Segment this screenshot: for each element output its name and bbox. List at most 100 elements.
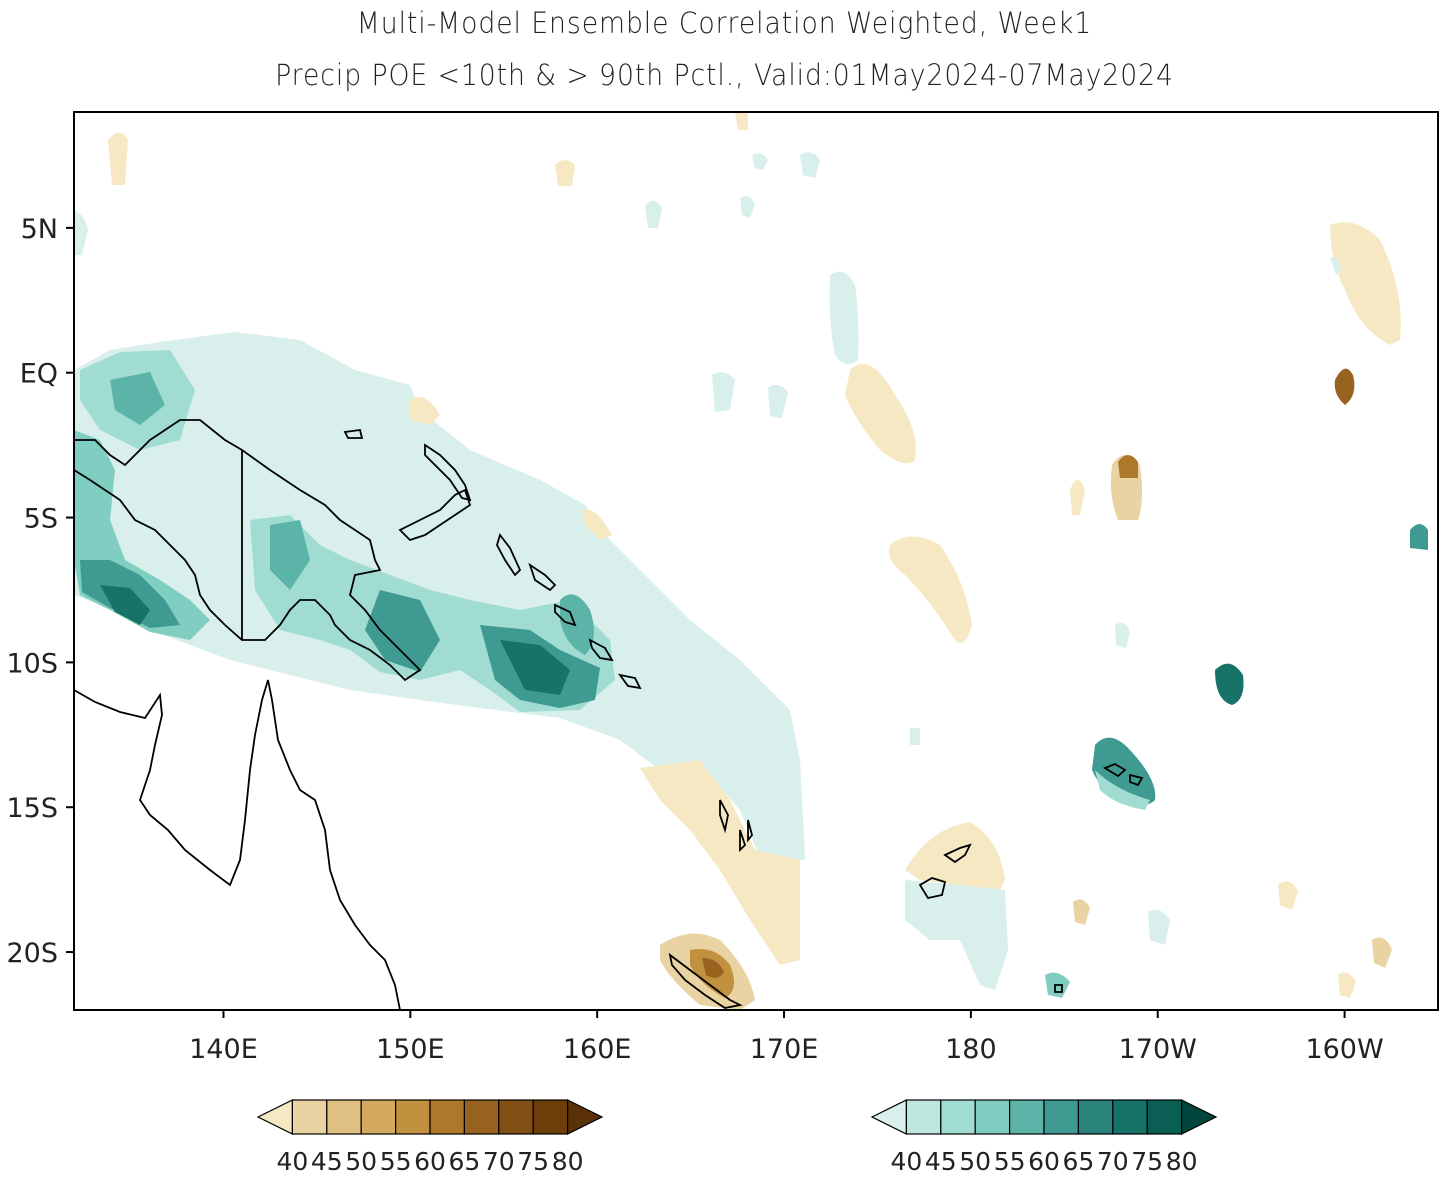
colorbar-label: 40 bbox=[276, 1147, 308, 1176]
x-tick-label: 150E bbox=[376, 1034, 445, 1065]
colorbar-label: 40 bbox=[890, 1147, 922, 1176]
colorbar-label: 60 bbox=[1028, 1147, 1060, 1176]
wet-core-solomon-2 bbox=[500, 640, 570, 695]
coastline-australia bbox=[74, 679, 401, 1010]
dry-small-1 bbox=[1070, 480, 1085, 515]
coastline-manus bbox=[343, 429, 364, 439]
colorbar-box bbox=[360, 1099, 397, 1135]
wet-small-8 bbox=[910, 728, 920, 745]
x-tick-label: 170E bbox=[750, 1034, 819, 1065]
coastline-new-ireland bbox=[424, 443, 472, 502]
colorbar-label: 75 bbox=[517, 1147, 549, 1176]
colorbar-label: 65 bbox=[1062, 1147, 1094, 1176]
dry-small-4 bbox=[410, 397, 440, 425]
colorbar-box bbox=[1112, 1099, 1148, 1135]
dry-tuvalu bbox=[845, 363, 916, 464]
colorbar-arrow-high bbox=[566, 1099, 604, 1135]
colorbar-label: 75 bbox=[1131, 1147, 1163, 1176]
dry-tokelau-core bbox=[1118, 455, 1138, 478]
x-tick-label: 170W bbox=[1119, 1034, 1197, 1065]
map-subtitle: Precip POE <10th & > 90th Pctl., Valid:0… bbox=[275, 58, 1174, 92]
y-tick-label: 15S bbox=[7, 793, 59, 824]
colorbar-box bbox=[974, 1099, 1011, 1135]
colorbar-label: 45 bbox=[311, 1147, 343, 1176]
coastline-solomons-1 bbox=[528, 562, 557, 592]
x-axis-ticks: 140E 150E 160E 170E 180 170W 160W bbox=[189, 1010, 1384, 1065]
colorbar-label: 80 bbox=[552, 1147, 584, 1176]
wet-small-4 bbox=[752, 153, 768, 170]
colorbar-arrow-low bbox=[870, 1099, 908, 1135]
coastline-new-caledonia bbox=[668, 952, 743, 1009]
colorbar-label: 65 bbox=[448, 1147, 480, 1176]
colorbar-box bbox=[429, 1099, 466, 1135]
coastlines bbox=[74, 419, 1144, 1010]
colorbar-label: 70 bbox=[483, 1147, 515, 1176]
colorbar-box bbox=[1146, 1099, 1183, 1135]
colorbar-box bbox=[532, 1099, 569, 1135]
colorbar-wet: 40 45 50 55 60 65 70 75 80 bbox=[870, 1099, 1218, 1176]
coastline-solomons-2 bbox=[554, 603, 577, 627]
colorbar-label: 45 bbox=[925, 1147, 957, 1176]
coastline-samoa bbox=[1103, 762, 1144, 787]
coastline-fiji-vitilevu bbox=[918, 877, 947, 900]
wet-small-11 bbox=[1330, 257, 1342, 275]
colorbar-label: 50 bbox=[959, 1147, 991, 1176]
y-tick-label: 5S bbox=[24, 504, 58, 535]
y-axis-ticks: 5N EQ 5S 10S 15S 20S bbox=[7, 214, 74, 969]
coastline-solomons-3 bbox=[588, 638, 614, 662]
wet-east-edge bbox=[1410, 524, 1428, 550]
dry-small-3 bbox=[735, 112, 748, 130]
coastline-bougainville bbox=[496, 533, 522, 577]
colorbar-box bbox=[1077, 1099, 1114, 1135]
dry-vanuatu bbox=[640, 760, 800, 965]
colorbar-box bbox=[463, 1099, 500, 1135]
colorbar-label: 60 bbox=[414, 1147, 446, 1176]
colorbar-label: 50 bbox=[345, 1147, 377, 1176]
wet-small-2 bbox=[740, 196, 755, 218]
wet-kiribati bbox=[829, 271, 859, 364]
wet-fiji bbox=[905, 880, 1008, 990]
wet-small-3 bbox=[800, 152, 820, 178]
wet-north-png-2 bbox=[110, 372, 165, 425]
coastline-fiji-vanualevu bbox=[943, 843, 972, 864]
colorbar-arrow-high bbox=[1180, 1099, 1218, 1135]
y-tick-label: 5N bbox=[21, 214, 58, 245]
colorbar-box bbox=[498, 1099, 534, 1135]
x-tick-label: 160E bbox=[563, 1034, 632, 1065]
colorbar-label: 70 bbox=[1097, 1147, 1129, 1176]
dry-fiji-north bbox=[905, 822, 1005, 890]
x-tick-label: 160W bbox=[1305, 1034, 1383, 1065]
wet-west-edge bbox=[74, 210, 88, 255]
x-tick-label: 180 bbox=[945, 1034, 997, 1065]
dry-small-7 bbox=[1073, 899, 1090, 925]
colorbar-label: 55 bbox=[994, 1147, 1026, 1176]
wet-core-central-png-3 bbox=[365, 590, 440, 672]
colorbar-box bbox=[326, 1099, 362, 1135]
wet-small-9 bbox=[1148, 909, 1170, 945]
map-frame bbox=[73, 111, 1439, 1011]
coastline-vanuatu bbox=[719, 799, 753, 853]
x-tick-label: 140E bbox=[189, 1034, 258, 1065]
colorbar-label: 55 bbox=[380, 1147, 412, 1176]
colorbar-box bbox=[291, 1099, 328, 1135]
dry-northern-cook-core bbox=[1334, 368, 1355, 405]
colorbar-box bbox=[940, 1099, 976, 1135]
dry-palau bbox=[108, 132, 128, 185]
y-tick-label: EQ bbox=[20, 359, 58, 390]
wet-small-6 bbox=[768, 384, 788, 418]
colorbar-box bbox=[1043, 1099, 1080, 1135]
wet-small-1 bbox=[645, 200, 662, 228]
map-title: Multi-Model Ensemble Correlation Weighte… bbox=[356, 6, 1093, 40]
colorbar-box bbox=[395, 1099, 431, 1135]
colorbar-box bbox=[1008, 1099, 1045, 1135]
y-tick-label: 20S bbox=[7, 938, 59, 969]
coastline-new-britain bbox=[398, 488, 472, 542]
dry-small-9 bbox=[1338, 972, 1356, 998]
dry-small-5 bbox=[582, 509, 612, 540]
coastline-solomons-4 bbox=[617, 673, 642, 690]
y-tick-label: 10S bbox=[7, 648, 59, 679]
wet-core-west-png-3 bbox=[100, 585, 150, 625]
dry-new-caledonia-core2 bbox=[702, 958, 724, 978]
colorbar-box bbox=[905, 1099, 942, 1135]
